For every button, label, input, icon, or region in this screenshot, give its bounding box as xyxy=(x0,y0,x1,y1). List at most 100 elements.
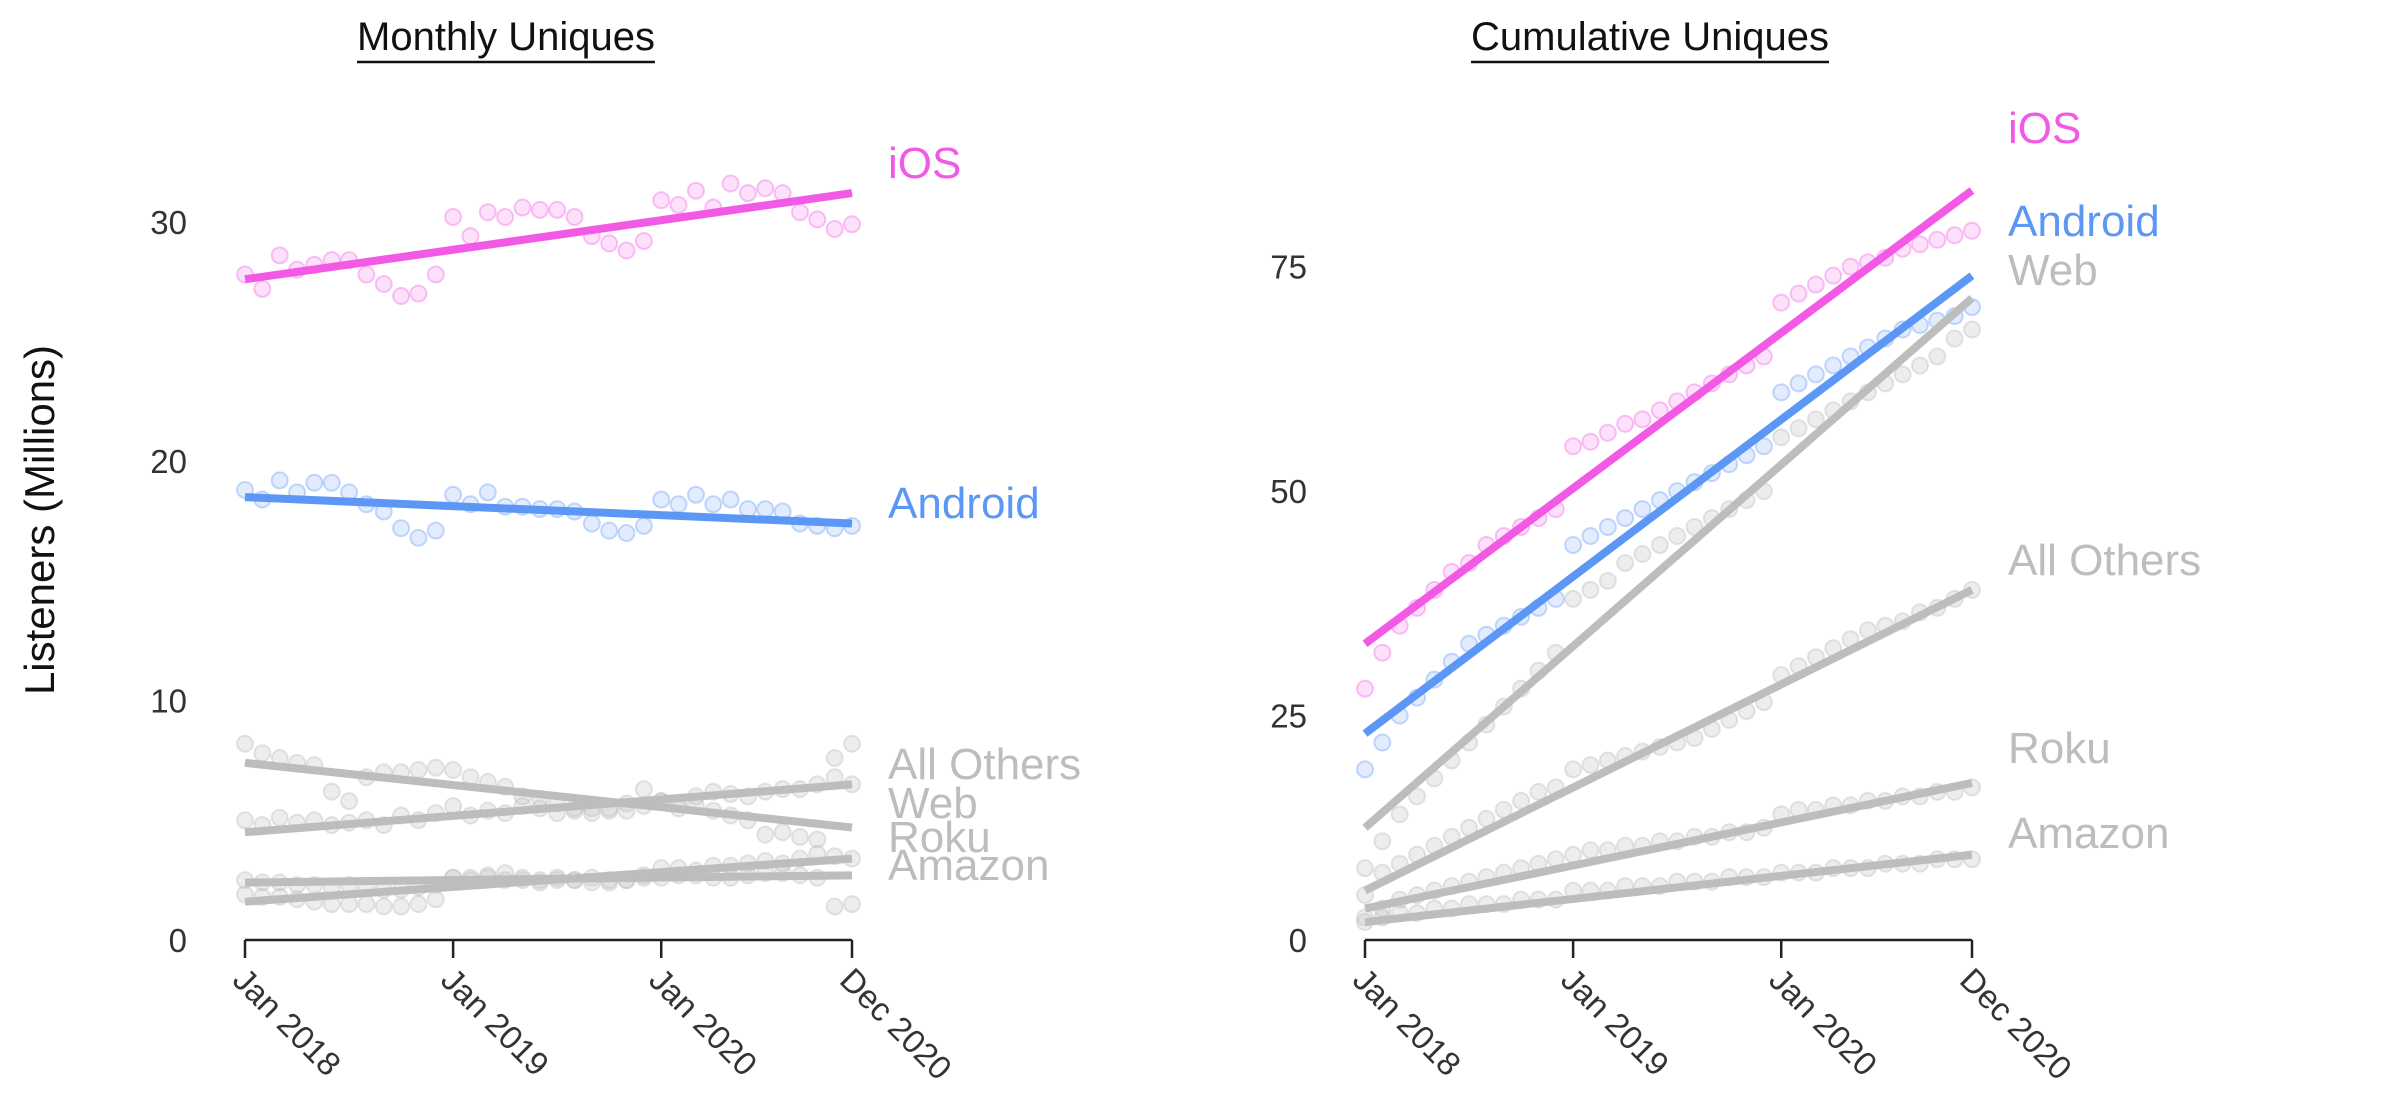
data-point xyxy=(617,241,636,260)
trend-lines xyxy=(244,189,853,906)
data-point xyxy=(634,516,653,535)
data-point xyxy=(1564,760,1583,779)
data-point xyxy=(409,895,428,914)
data-point xyxy=(1581,527,1600,546)
data-point xyxy=(1806,410,1825,429)
data-point xyxy=(270,808,289,827)
data-point xyxy=(270,246,289,265)
data-point xyxy=(1633,500,1652,519)
data-point xyxy=(392,519,411,538)
x-tick-label: Jan 2018 xyxy=(226,961,348,1083)
data-point xyxy=(1963,320,1981,339)
data-point xyxy=(270,471,289,490)
y-axis-title: Listeners (Millions) xyxy=(16,345,63,695)
x-tick-label: Dec 2020 xyxy=(1953,961,2079,1087)
data-point xyxy=(704,495,723,514)
data-point xyxy=(1598,571,1617,590)
data-point xyxy=(1928,347,1947,366)
data-point xyxy=(236,811,254,830)
y-tick-label: 50 xyxy=(1270,473,1307,510)
data-point xyxy=(1564,437,1583,456)
data-point xyxy=(548,200,567,219)
cumulative-uniques-panel: Cumulative Uniques Jan 2018 Jan 2019 Jan 2… xyxy=(1270,15,2201,1087)
data-point xyxy=(1564,589,1583,608)
data-point xyxy=(426,758,445,777)
axes: Jan 2018 Jan 2019 Jan 2020 Dec 2020 0 25 50 75 xyxy=(1270,249,2079,1087)
trend-line xyxy=(244,758,853,832)
data-point xyxy=(357,895,376,914)
data-point xyxy=(461,227,480,246)
series-label: iOS xyxy=(888,139,961,188)
data-point xyxy=(1806,275,1825,294)
trend-line xyxy=(244,871,853,887)
data-point xyxy=(634,231,653,250)
data-point xyxy=(825,220,844,238)
data-point xyxy=(1616,414,1635,433)
data-point xyxy=(1789,419,1808,438)
data-point xyxy=(444,761,463,780)
data-point xyxy=(444,485,463,504)
data-point xyxy=(721,174,740,193)
data-point xyxy=(1564,536,1583,554)
y-tick-label: 20 xyxy=(150,443,187,480)
data-point xyxy=(409,528,428,547)
series-label: Roku xyxy=(2008,724,2111,773)
data-point xyxy=(253,279,272,298)
y-tick-label: 75 xyxy=(1270,249,1307,286)
data-point xyxy=(790,828,809,847)
data-point xyxy=(357,265,376,284)
data-point xyxy=(843,895,861,914)
data-point xyxy=(478,483,497,502)
data-points xyxy=(236,174,861,916)
data-point xyxy=(565,208,584,227)
data-point xyxy=(1373,832,1392,851)
data-point xyxy=(1356,760,1374,779)
data-point xyxy=(1841,257,1860,276)
data-point xyxy=(1963,221,1981,240)
data-point xyxy=(1373,733,1392,752)
data-point xyxy=(825,749,844,768)
data-point xyxy=(617,524,636,543)
x-tick-label: Dec 2020 xyxy=(833,961,959,1087)
data-point xyxy=(669,495,688,514)
data-point xyxy=(409,761,428,780)
data-point xyxy=(721,490,740,509)
data-point xyxy=(600,521,619,540)
y-tick-label: 0 xyxy=(169,922,187,959)
data-point xyxy=(1633,544,1652,563)
y-tick-label: 0 xyxy=(1289,922,1307,959)
x-tick-label: Jan 2020 xyxy=(1762,961,1884,1083)
data-point xyxy=(1772,383,1791,402)
data-point xyxy=(530,200,549,219)
data-point xyxy=(322,473,341,492)
data-point xyxy=(686,181,705,200)
data-point xyxy=(756,500,775,519)
data-point xyxy=(1616,553,1635,572)
panel-title: Monthly Uniques xyxy=(357,15,655,59)
data-point xyxy=(1824,356,1843,375)
data-point xyxy=(1529,782,1548,801)
data-point xyxy=(634,780,653,799)
data-point xyxy=(1356,859,1374,878)
trend-line xyxy=(244,780,853,837)
data-point xyxy=(444,208,463,227)
trend-line xyxy=(1363,586,1974,895)
data-point xyxy=(652,490,671,509)
data-point xyxy=(1910,356,1929,375)
data-point xyxy=(808,830,827,849)
data-point xyxy=(1581,755,1600,774)
series-label: Web xyxy=(888,779,978,828)
data-point xyxy=(738,500,757,519)
data-point xyxy=(773,823,792,842)
trend-lines xyxy=(1362,187,1975,927)
trend-line xyxy=(244,493,853,528)
data-point xyxy=(843,734,861,753)
data-point xyxy=(1356,679,1374,698)
data-point xyxy=(1668,527,1687,546)
data-point xyxy=(756,825,775,844)
data-point xyxy=(1598,423,1617,442)
series-label: Android xyxy=(2008,197,2160,246)
